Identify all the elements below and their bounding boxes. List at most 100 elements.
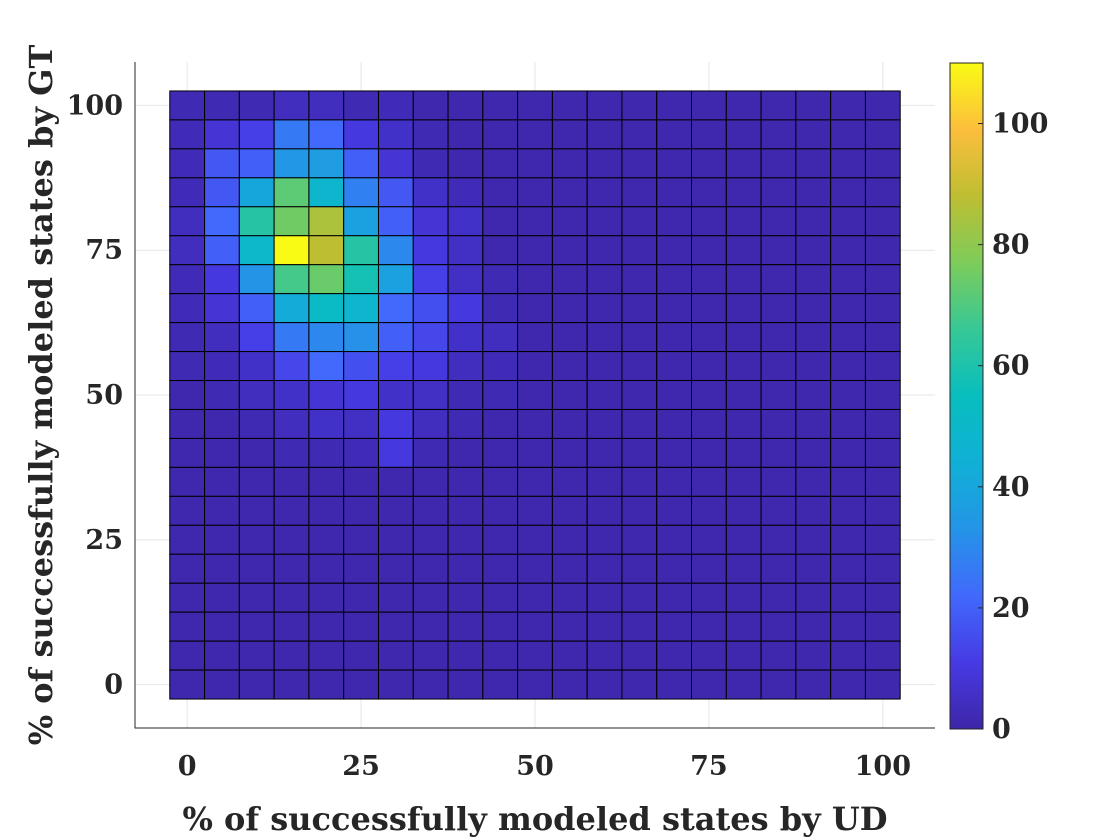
heatmap-cell	[517, 148, 553, 179]
heatmap-cell	[273, 611, 310, 642]
heatmap-cell	[412, 582, 449, 613]
heatmap-cell	[447, 495, 484, 526]
heatmap-cell	[447, 206, 484, 237]
heatmap-cell	[343, 206, 379, 237]
heatmap-cell	[412, 119, 449, 150]
heatmap-cell	[273, 90, 310, 121]
heatmap-cell	[621, 206, 658, 237]
heatmap-cell	[725, 380, 762, 410]
heatmap-cell	[551, 119, 588, 150]
heatmap-cell	[517, 611, 553, 642]
heatmap-cell	[343, 524, 379, 555]
heatmap-cell	[795, 466, 832, 497]
heatmap-cell	[656, 408, 693, 439]
heatmap-cell	[551, 351, 588, 382]
heatmap-cell	[273, 148, 310, 179]
heatmap-cell	[482, 90, 519, 121]
heatmap-cell	[377, 235, 414, 266]
heatmap-cell	[308, 206, 345, 237]
heatmap-cell	[795, 669, 832, 700]
heatmap-cell	[482, 408, 519, 439]
heatmap-cell	[343, 148, 379, 179]
heatmap-cell	[621, 264, 658, 295]
heatmap-cell	[169, 640, 206, 671]
heatmap-cell	[691, 669, 727, 700]
heatmap-cell	[517, 640, 553, 671]
heatmap-cell	[412, 177, 449, 208]
heatmap-cell	[517, 264, 553, 295]
heatmap-cell	[308, 235, 345, 266]
heatmap-cell	[377, 90, 414, 121]
colorbar-tick-label: 20	[992, 593, 1030, 624]
heatmap-cell	[238, 264, 275, 295]
heatmap-cell	[377, 640, 414, 671]
heatmap-cell	[447, 177, 484, 208]
heatmap-cell	[517, 380, 553, 410]
heatmap-cell	[343, 669, 379, 700]
heatmap-cell	[830, 640, 866, 671]
heatmap-cell	[864, 322, 901, 353]
heatmap-cell	[725, 293, 762, 324]
heatmap-cell	[517, 466, 553, 497]
heatmap-cell	[273, 524, 310, 555]
heatmap-cell	[517, 235, 553, 266]
heatmap-cell	[551, 264, 588, 295]
heatmap-cell	[238, 640, 275, 671]
heatmap-cell	[656, 119, 693, 150]
heatmap-cell	[725, 235, 762, 266]
heatmap-cell	[586, 466, 623, 497]
heatmap-cell	[691, 206, 727, 237]
heatmap-cell	[447, 408, 484, 439]
heatmap-cell	[760, 235, 797, 266]
heatmap-cell	[586, 380, 623, 410]
heatmap-cell	[551, 640, 588, 671]
x-tick-label: 0	[178, 751, 197, 782]
heatmap-cell	[725, 495, 762, 526]
heatmap-cell	[586, 640, 623, 671]
heatmap-cell	[656, 466, 693, 497]
heatmap-cell	[238, 293, 275, 324]
heatmap-cell	[760, 466, 797, 497]
heatmap-cell	[169, 119, 206, 150]
heatmap-cell	[656, 293, 693, 324]
heatmap-cell	[169, 380, 206, 410]
heatmap-cell	[169, 322, 206, 353]
heatmap-cell	[586, 669, 623, 700]
heatmap-cell	[795, 611, 832, 642]
y-tick-label: 100	[67, 90, 123, 121]
heatmap-cell	[864, 206, 901, 237]
heatmap-cell	[691, 408, 727, 439]
heatmap-cell	[377, 437, 414, 468]
heatmap-cell	[656, 90, 693, 121]
heatmap-cell	[691, 437, 727, 468]
heatmap-cell	[864, 495, 901, 526]
heatmap-cell	[238, 322, 275, 353]
heatmap-cell	[517, 669, 553, 700]
heatmap-cell	[621, 322, 658, 353]
heatmap-cell	[273, 235, 310, 266]
heatmap-cell	[551, 553, 588, 584]
heatmap-cell	[204, 293, 240, 324]
heatmap-cell	[551, 495, 588, 526]
heatmap-cell	[482, 235, 519, 266]
heatmap-cell	[377, 553, 414, 584]
heatmap-cell	[204, 582, 240, 613]
heatmap-cell	[412, 380, 449, 410]
heatmap-cell	[656, 495, 693, 526]
heatmap-cell	[795, 351, 832, 382]
heatmap-cell	[551, 177, 588, 208]
heatmap-cell	[864, 553, 901, 584]
heatmap-cell	[586, 293, 623, 324]
heatmap-cell	[586, 437, 623, 468]
heatmap-cell	[621, 669, 658, 700]
heatmap-cell	[656, 235, 693, 266]
heatmap-cell	[169, 437, 206, 468]
heatmap-cell	[482, 582, 519, 613]
heatmap-cell	[482, 524, 519, 555]
heatmap-cell	[691, 495, 727, 526]
heatmap-cell	[725, 90, 762, 121]
heatmap-cell	[621, 524, 658, 555]
heatmap-cell	[447, 437, 484, 468]
heatmap-cell	[621, 466, 658, 497]
heatmap-cell	[412, 408, 449, 439]
